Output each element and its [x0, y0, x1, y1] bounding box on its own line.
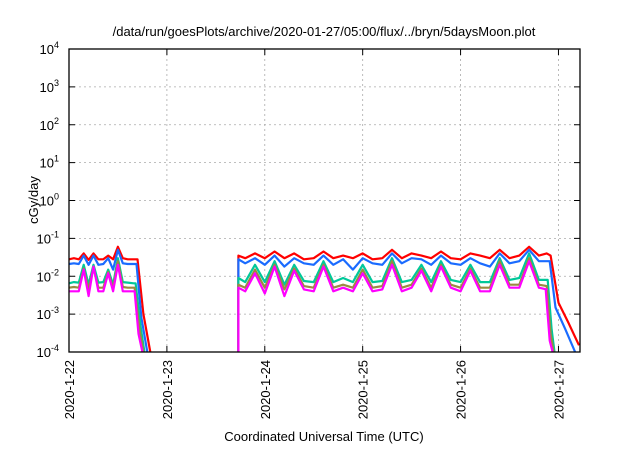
x-tick-label: 2020-1-27 — [551, 360, 566, 419]
series-line-red — [237, 245, 580, 352]
series-line-blue — [68, 248, 149, 353]
x-tick-label: 2020-1-23 — [160, 360, 175, 419]
x-axis-label: Coordinated Universal Time (UTC) — [224, 429, 423, 444]
y-tick-label: 100 — [40, 192, 59, 209]
x-tick-label: 2020-1-22 — [62, 360, 77, 419]
chart-title: /data/run/goesPlots/archive/2020-01-27/0… — [113, 24, 536, 39]
series-line-red — [68, 245, 152, 353]
y-tick-label: 10-4 — [37, 343, 59, 360]
y-tick-label: 104 — [40, 40, 59, 57]
y-tick-label: 10-3 — [37, 305, 59, 322]
y-tick-label: 102 — [40, 116, 59, 133]
series-line-teal — [68, 257, 146, 353]
y-axis-label: cGy/day — [26, 176, 41, 224]
grid — [69, 49, 580, 352]
series-line-teal — [237, 252, 556, 353]
series-line-magenta — [69, 263, 144, 353]
axis-ticks: 10-4 10-3 10-2 10-1 100 101 102 103 104 2020-1-22… — [37, 40, 580, 419]
y-tick-label: 10-2 — [37, 267, 59, 284]
series-line-magenta — [237, 260, 554, 353]
x-tick-label: 2020-1-26 — [454, 360, 469, 419]
x-tick-label: 2020-1-25 — [356, 360, 371, 419]
series-line-olive — [237, 257, 555, 353]
y-tick-label: 101 — [40, 154, 59, 171]
y-tick-label: 10-1 — [37, 229, 59, 246]
series-group — [68, 245, 580, 353]
series-line-blue — [237, 248, 577, 353]
y-tick-label: 103 — [40, 78, 59, 95]
x-tick-label: 2020-1-24 — [258, 360, 273, 419]
